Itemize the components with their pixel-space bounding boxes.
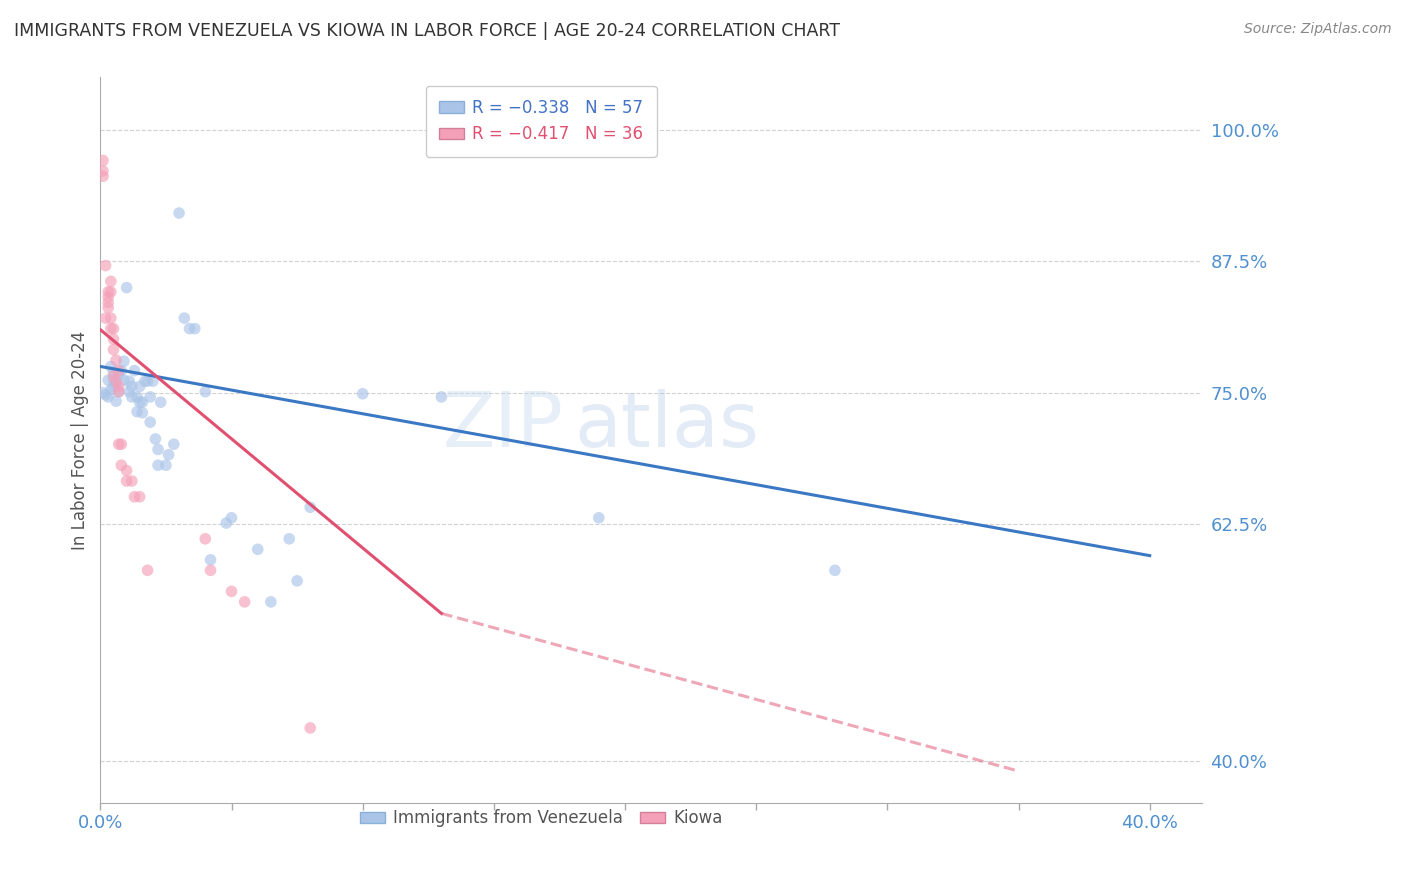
Point bbox=[103, 321, 125, 335]
Legend: Immigrants from Venezuela, Kiowa: Immigrants from Venezuela, Kiowa bbox=[353, 803, 730, 834]
Point bbox=[139, 390, 162, 404]
Point bbox=[233, 595, 256, 609]
Point bbox=[167, 206, 190, 220]
Point bbox=[139, 415, 162, 429]
Point bbox=[112, 373, 135, 387]
Point bbox=[112, 354, 135, 368]
Point bbox=[100, 311, 122, 326]
Point bbox=[124, 490, 146, 504]
Point bbox=[103, 343, 125, 357]
Point bbox=[97, 301, 120, 315]
Point bbox=[155, 458, 177, 473]
Point bbox=[115, 474, 138, 488]
Point bbox=[128, 490, 150, 504]
Point bbox=[200, 553, 222, 567]
Point bbox=[107, 368, 129, 383]
Point bbox=[94, 259, 117, 273]
Point bbox=[285, 574, 308, 588]
Point bbox=[115, 463, 138, 477]
Point bbox=[121, 390, 143, 404]
Point bbox=[173, 311, 195, 326]
Point bbox=[125, 390, 148, 404]
Point bbox=[125, 404, 148, 418]
Point bbox=[100, 321, 122, 335]
Point bbox=[94, 311, 117, 326]
Point bbox=[299, 500, 322, 515]
Point bbox=[179, 321, 201, 335]
Point bbox=[145, 432, 167, 446]
Point bbox=[107, 437, 129, 451]
Point bbox=[824, 563, 846, 577]
Point bbox=[107, 364, 129, 378]
Point bbox=[110, 364, 132, 378]
Point bbox=[128, 395, 150, 409]
Point bbox=[103, 368, 125, 383]
Point bbox=[121, 379, 143, 393]
Point bbox=[107, 384, 129, 399]
Point bbox=[97, 285, 120, 299]
Point bbox=[103, 332, 125, 346]
Point bbox=[588, 510, 610, 524]
Text: atlas: atlas bbox=[574, 389, 759, 463]
Point bbox=[118, 374, 141, 388]
Point bbox=[221, 510, 243, 524]
Point bbox=[131, 395, 153, 409]
Point bbox=[131, 406, 153, 420]
Point bbox=[118, 384, 141, 399]
Point bbox=[100, 274, 122, 288]
Point bbox=[278, 532, 301, 546]
Point bbox=[157, 448, 180, 462]
Point bbox=[110, 437, 132, 451]
Point bbox=[352, 386, 374, 401]
Point bbox=[103, 373, 125, 387]
Point bbox=[107, 384, 129, 399]
Point bbox=[91, 153, 114, 168]
Point bbox=[146, 458, 169, 473]
Point bbox=[105, 353, 128, 368]
Point bbox=[103, 379, 125, 393]
Point bbox=[97, 390, 120, 404]
Point bbox=[107, 379, 129, 393]
Point bbox=[100, 359, 122, 374]
Point bbox=[97, 373, 120, 387]
Point bbox=[94, 388, 117, 402]
Y-axis label: In Labor Force | Age 20-24: In Labor Force | Age 20-24 bbox=[72, 330, 89, 549]
Point bbox=[299, 721, 322, 735]
Text: Source: ZipAtlas.com: Source: ZipAtlas.com bbox=[1244, 22, 1392, 37]
Point bbox=[136, 563, 159, 577]
Point bbox=[134, 374, 156, 388]
Point bbox=[121, 474, 143, 488]
Point bbox=[100, 383, 122, 397]
Point bbox=[221, 584, 243, 599]
Point bbox=[91, 169, 114, 184]
Point bbox=[246, 542, 269, 557]
Point bbox=[430, 390, 453, 404]
Point bbox=[115, 280, 138, 294]
Text: ZIP: ZIP bbox=[443, 389, 564, 463]
Point bbox=[260, 595, 283, 609]
Point bbox=[146, 442, 169, 457]
Point bbox=[100, 285, 122, 299]
Text: IMMIGRANTS FROM VENEZUELA VS KIOWA IN LABOR FORCE | AGE 20-24 CORRELATION CHART: IMMIGRANTS FROM VENEZUELA VS KIOWA IN LA… bbox=[14, 22, 839, 40]
Point bbox=[194, 532, 217, 546]
Point bbox=[91, 385, 114, 400]
Point bbox=[97, 290, 120, 304]
Point bbox=[215, 516, 238, 530]
Point bbox=[110, 458, 132, 473]
Point bbox=[200, 563, 222, 577]
Point bbox=[136, 374, 159, 388]
Point bbox=[128, 379, 150, 393]
Point bbox=[105, 394, 128, 409]
Point bbox=[194, 384, 217, 399]
Point bbox=[163, 437, 186, 451]
Point bbox=[105, 377, 128, 392]
Point bbox=[149, 395, 172, 409]
Point bbox=[105, 374, 128, 388]
Point bbox=[97, 295, 120, 310]
Point bbox=[184, 321, 207, 335]
Point bbox=[103, 365, 125, 379]
Point bbox=[142, 374, 165, 388]
Point bbox=[124, 364, 146, 378]
Point bbox=[91, 164, 114, 178]
